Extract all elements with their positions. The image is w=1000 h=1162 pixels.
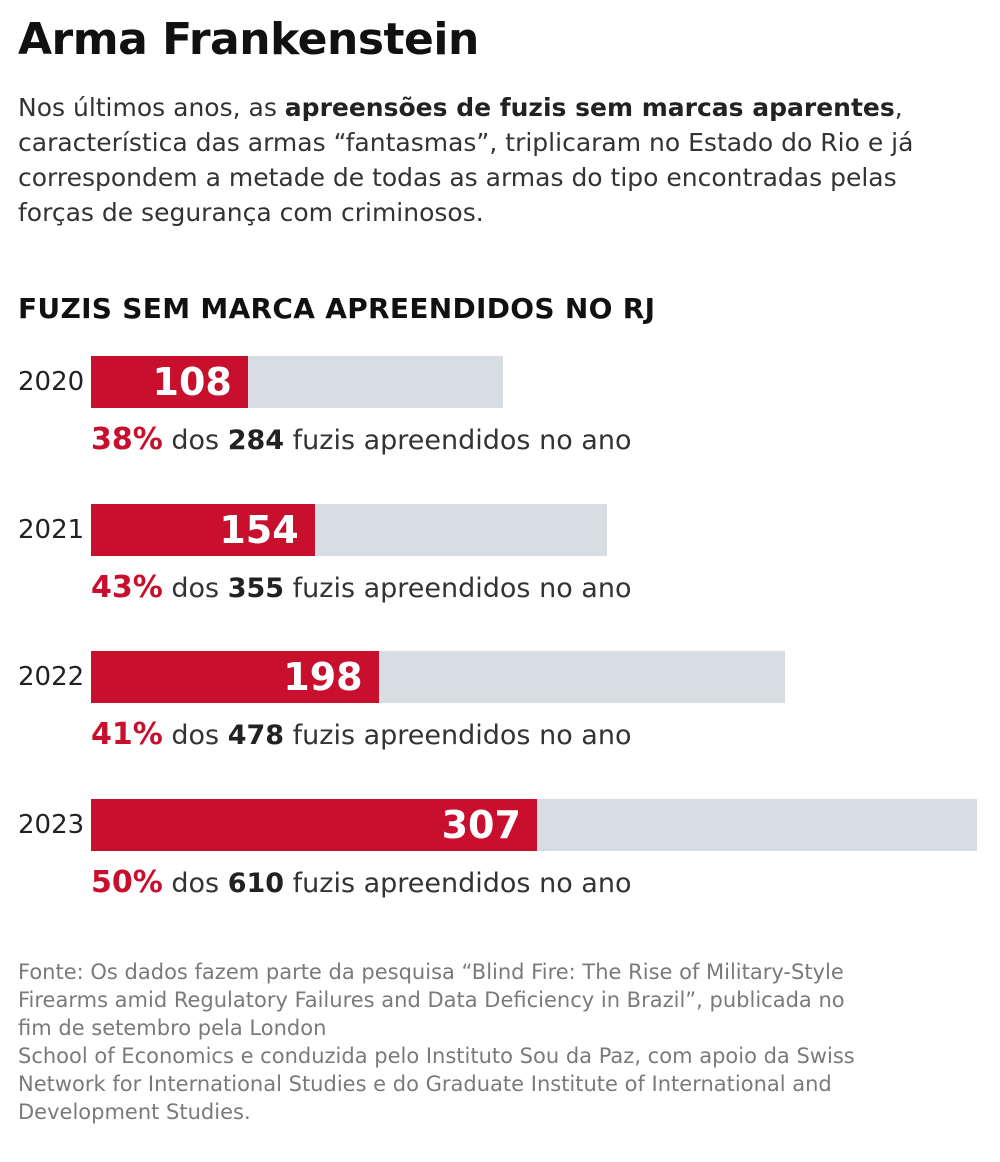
source-line: Fonte: Os dados fazem parte da pesquisa … xyxy=(18,960,844,984)
total-value: 610 xyxy=(227,867,285,899)
share-label: 43% dos 355 fuzis apreendidos no ano xyxy=(91,570,631,605)
percent-value: 43% xyxy=(91,569,163,605)
source-line: Firearms amid Regulatory Failures and Da… xyxy=(18,988,845,1012)
share-label-suffix: fuzis apreendidos no ano xyxy=(284,425,632,456)
bar-value-label: 108 xyxy=(152,360,232,404)
bar-value-label: 198 xyxy=(283,655,363,699)
unmarked-bar xyxy=(91,356,248,408)
bar-value-label: 307 xyxy=(441,802,521,847)
total-value: 284 xyxy=(227,425,285,456)
share-label-text: dos xyxy=(162,867,228,899)
percent-value: 50% xyxy=(91,864,163,900)
share-label: 41% dos 478 fuzis apreendidos no ano xyxy=(91,717,631,752)
unmarked-bar xyxy=(91,798,537,851)
source-line: Development Studies. xyxy=(18,1100,251,1124)
share-label-suffix: fuzis apreendidos no ano xyxy=(284,720,632,751)
intro-text-start: Nos últimos anos, as xyxy=(18,93,285,122)
unmarked-bar xyxy=(91,503,315,556)
total-value: 355 xyxy=(227,572,285,604)
total-bar: 198 xyxy=(91,651,786,703)
percent-value: 41% xyxy=(91,717,163,752)
year-label: 2022 xyxy=(18,662,85,692)
total-bar: 154 xyxy=(91,503,607,556)
share-label-suffix: fuzis apreendidos no ano xyxy=(284,572,632,604)
year-label: 2020 xyxy=(18,367,85,397)
source-line: fim de setembro pela London xyxy=(18,1016,327,1040)
total-bar: 108 xyxy=(91,356,504,408)
page-title: Arma Frankenstein xyxy=(18,14,479,65)
source-line: Network for International Studies e do G… xyxy=(18,1072,832,1096)
share-label: 50% dos 610 fuzis apreendidos no ano xyxy=(91,865,631,900)
share-label-text: dos xyxy=(162,572,228,604)
intro-text-highlight: apreensões de fuzis sem marcas aparentes xyxy=(284,93,895,122)
total-bar: 307 xyxy=(91,798,977,851)
chart-title: FUZIS SEM MARCA APREENDIDOS NO RJ xyxy=(18,292,656,325)
bar-chart: 2020 108 38% dos 284 fuzis apreendidos no … xyxy=(0,330,1000,930)
share-label-text: dos xyxy=(162,720,228,751)
share-label-suffix: fuzis apreendidos no ano xyxy=(284,867,632,899)
total-value: 478 xyxy=(227,720,285,751)
intro-text-end: , característica das armas “fantasmas”, … xyxy=(18,93,914,227)
source-line: School of Economics e conduzida pelo Ins… xyxy=(18,1044,855,1068)
intro-text: Nos últimos anos, as apreensões de fuzis… xyxy=(18,90,978,230)
bar-value-label: 154 xyxy=(219,507,299,552)
percent-value: 38% xyxy=(91,422,163,457)
unmarked-bar xyxy=(91,651,379,703)
year-label: 2021 xyxy=(18,514,85,545)
year-label: 2023 xyxy=(18,809,85,840)
share-label-text: dos xyxy=(162,425,228,456)
share-label: 38% dos 284 fuzis apreendidos no ano xyxy=(91,422,631,457)
source-note: Fonte: Os dados fazem parte da pesquisa … xyxy=(18,958,898,1126)
